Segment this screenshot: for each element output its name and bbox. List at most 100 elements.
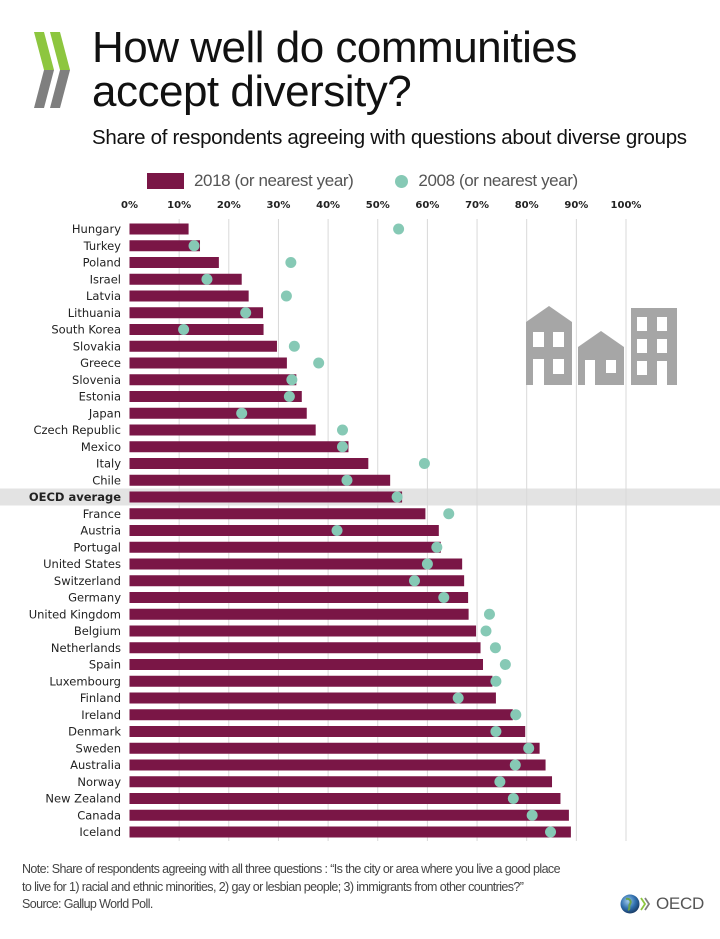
x-tick-label: 60% — [415, 200, 439, 211]
dot-2008 — [421, 558, 433, 570]
category-label: Netherlands — [51, 641, 121, 655]
dot-2008 — [280, 290, 292, 302]
bar-2018 — [129, 592, 469, 603]
category-label: Mexico — [81, 440, 121, 454]
bar-2018 — [129, 474, 391, 486]
x-tick-label: 30% — [266, 200, 290, 211]
dot-2008 — [490, 726, 502, 737]
category-label: Austria — [80, 524, 121, 538]
oecd-brand-logo: OECD — [620, 893, 704, 915]
category-label: Latvia — [86, 289, 121, 303]
dot-2008 — [452, 692, 464, 704]
dot-2008 — [285, 257, 297, 268]
bar-2018 — [129, 742, 540, 754]
bar-2018 — [129, 340, 277, 352]
category-label: Finland — [80, 691, 121, 705]
dot-2008 — [509, 759, 521, 771]
title-line-2: accept diversity? — [92, 67, 412, 116]
legend-label-2018: 2018 (or nearest year) — [194, 171, 354, 190]
category-label: Israel — [90, 272, 121, 286]
page-title: How well do communities accept diversity… — [92, 26, 577, 114]
dot-2008 — [188, 240, 200, 252]
dot-2008 — [489, 642, 501, 654]
dot-2008 — [336, 424, 348, 436]
category-label: Luxembourg — [49, 674, 121, 688]
category-label: Slovenia — [72, 373, 121, 387]
dot-2008 — [507, 793, 519, 804]
category-label: Turkey — [83, 239, 122, 253]
bar-2018 — [129, 407, 307, 419]
note-line-1: Note: Share of respondents agreeing with… — [22, 862, 561, 876]
category-label: Spain — [89, 658, 121, 672]
category-label: Australia — [70, 758, 121, 772]
dot-2008 — [336, 441, 348, 453]
category-label: Norway — [77, 775, 121, 789]
category-label: OECD average — [29, 490, 121, 504]
category-label: Estonia — [79, 390, 121, 404]
bar-2018 — [129, 257, 219, 268]
legend-swatch-2018 — [147, 173, 184, 189]
bar-2018 — [129, 441, 349, 453]
chart-legend: 2018 (or nearest year) 2008 (or nearest … — [147, 170, 578, 192]
dot-2008 — [526, 809, 538, 821]
bar-2018 — [129, 692, 496, 704]
category-label: Portugal — [73, 540, 121, 554]
dot-2008 — [236, 407, 248, 419]
chart-subtitle: Share of respondents agreeing with quest… — [92, 126, 687, 149]
dot-2008 — [418, 458, 430, 469]
dot-2008 — [201, 273, 213, 285]
bar-2018 — [129, 793, 561, 804]
category-label: Slovakia — [73, 339, 121, 353]
x-tick-label: 50% — [366, 200, 390, 211]
chart-note: Note: Share of respondents agreeing with… — [22, 861, 662, 914]
bar-2018 — [129, 575, 465, 587]
oecd-chevron-logo-icon — [34, 32, 70, 108]
bar-2018 — [129, 223, 189, 235]
bar-2018 — [129, 240, 201, 252]
x-tick-label: 90% — [564, 200, 588, 211]
category-label: Czech Republic — [33, 423, 121, 437]
category-label: Poland — [83, 256, 121, 270]
dot-2008 — [341, 474, 353, 486]
dot-2008 — [523, 742, 535, 754]
dot-2008 — [480, 625, 492, 637]
bar-2018 — [129, 424, 316, 436]
bar-2018 — [129, 726, 526, 737]
bar-2018 — [129, 324, 264, 335]
dot-2008 — [443, 508, 455, 520]
dot-2008 — [331, 525, 343, 536]
bar-2018 — [129, 307, 264, 319]
bar-2018 — [129, 776, 553, 788]
x-tick-label: 10% — [167, 200, 191, 211]
bar-2018 — [129, 273, 242, 285]
bar-2018 — [129, 357, 287, 369]
dot-2008 — [490, 675, 502, 687]
category-label: New Zealand — [45, 792, 121, 806]
bar-2018 — [129, 709, 513, 721]
dot-2008 — [286, 374, 298, 386]
x-tick-label: 70% — [465, 200, 489, 211]
dot-2008 — [393, 223, 405, 235]
bar-2018 — [129, 525, 439, 536]
bar-2018 — [129, 508, 426, 520]
house-tall-icon — [526, 306, 572, 385]
dot-2008 — [510, 709, 522, 721]
x-tick-label: 40% — [316, 200, 340, 211]
x-tick-label: 100% — [611, 200, 642, 211]
x-tick-label: 20% — [217, 200, 241, 211]
bar-2018 — [129, 458, 369, 469]
dot-2008 — [494, 776, 506, 788]
category-label: Germany — [68, 591, 121, 605]
dot-2008 — [288, 340, 300, 352]
dot-2008 — [545, 826, 557, 838]
category-label: Italy — [96, 457, 121, 471]
dot-2008 — [438, 592, 450, 603]
bar-2018 — [129, 558, 463, 570]
dot-2008 — [431, 541, 443, 553]
bar-2018 — [129, 541, 441, 553]
bar-2018 — [129, 809, 569, 821]
legend-label-2008: 2008 (or nearest year) — [418, 171, 578, 190]
x-tick-label: 0% — [121, 200, 138, 211]
globe-icon — [620, 894, 651, 914]
bar-2018 — [129, 391, 302, 402]
